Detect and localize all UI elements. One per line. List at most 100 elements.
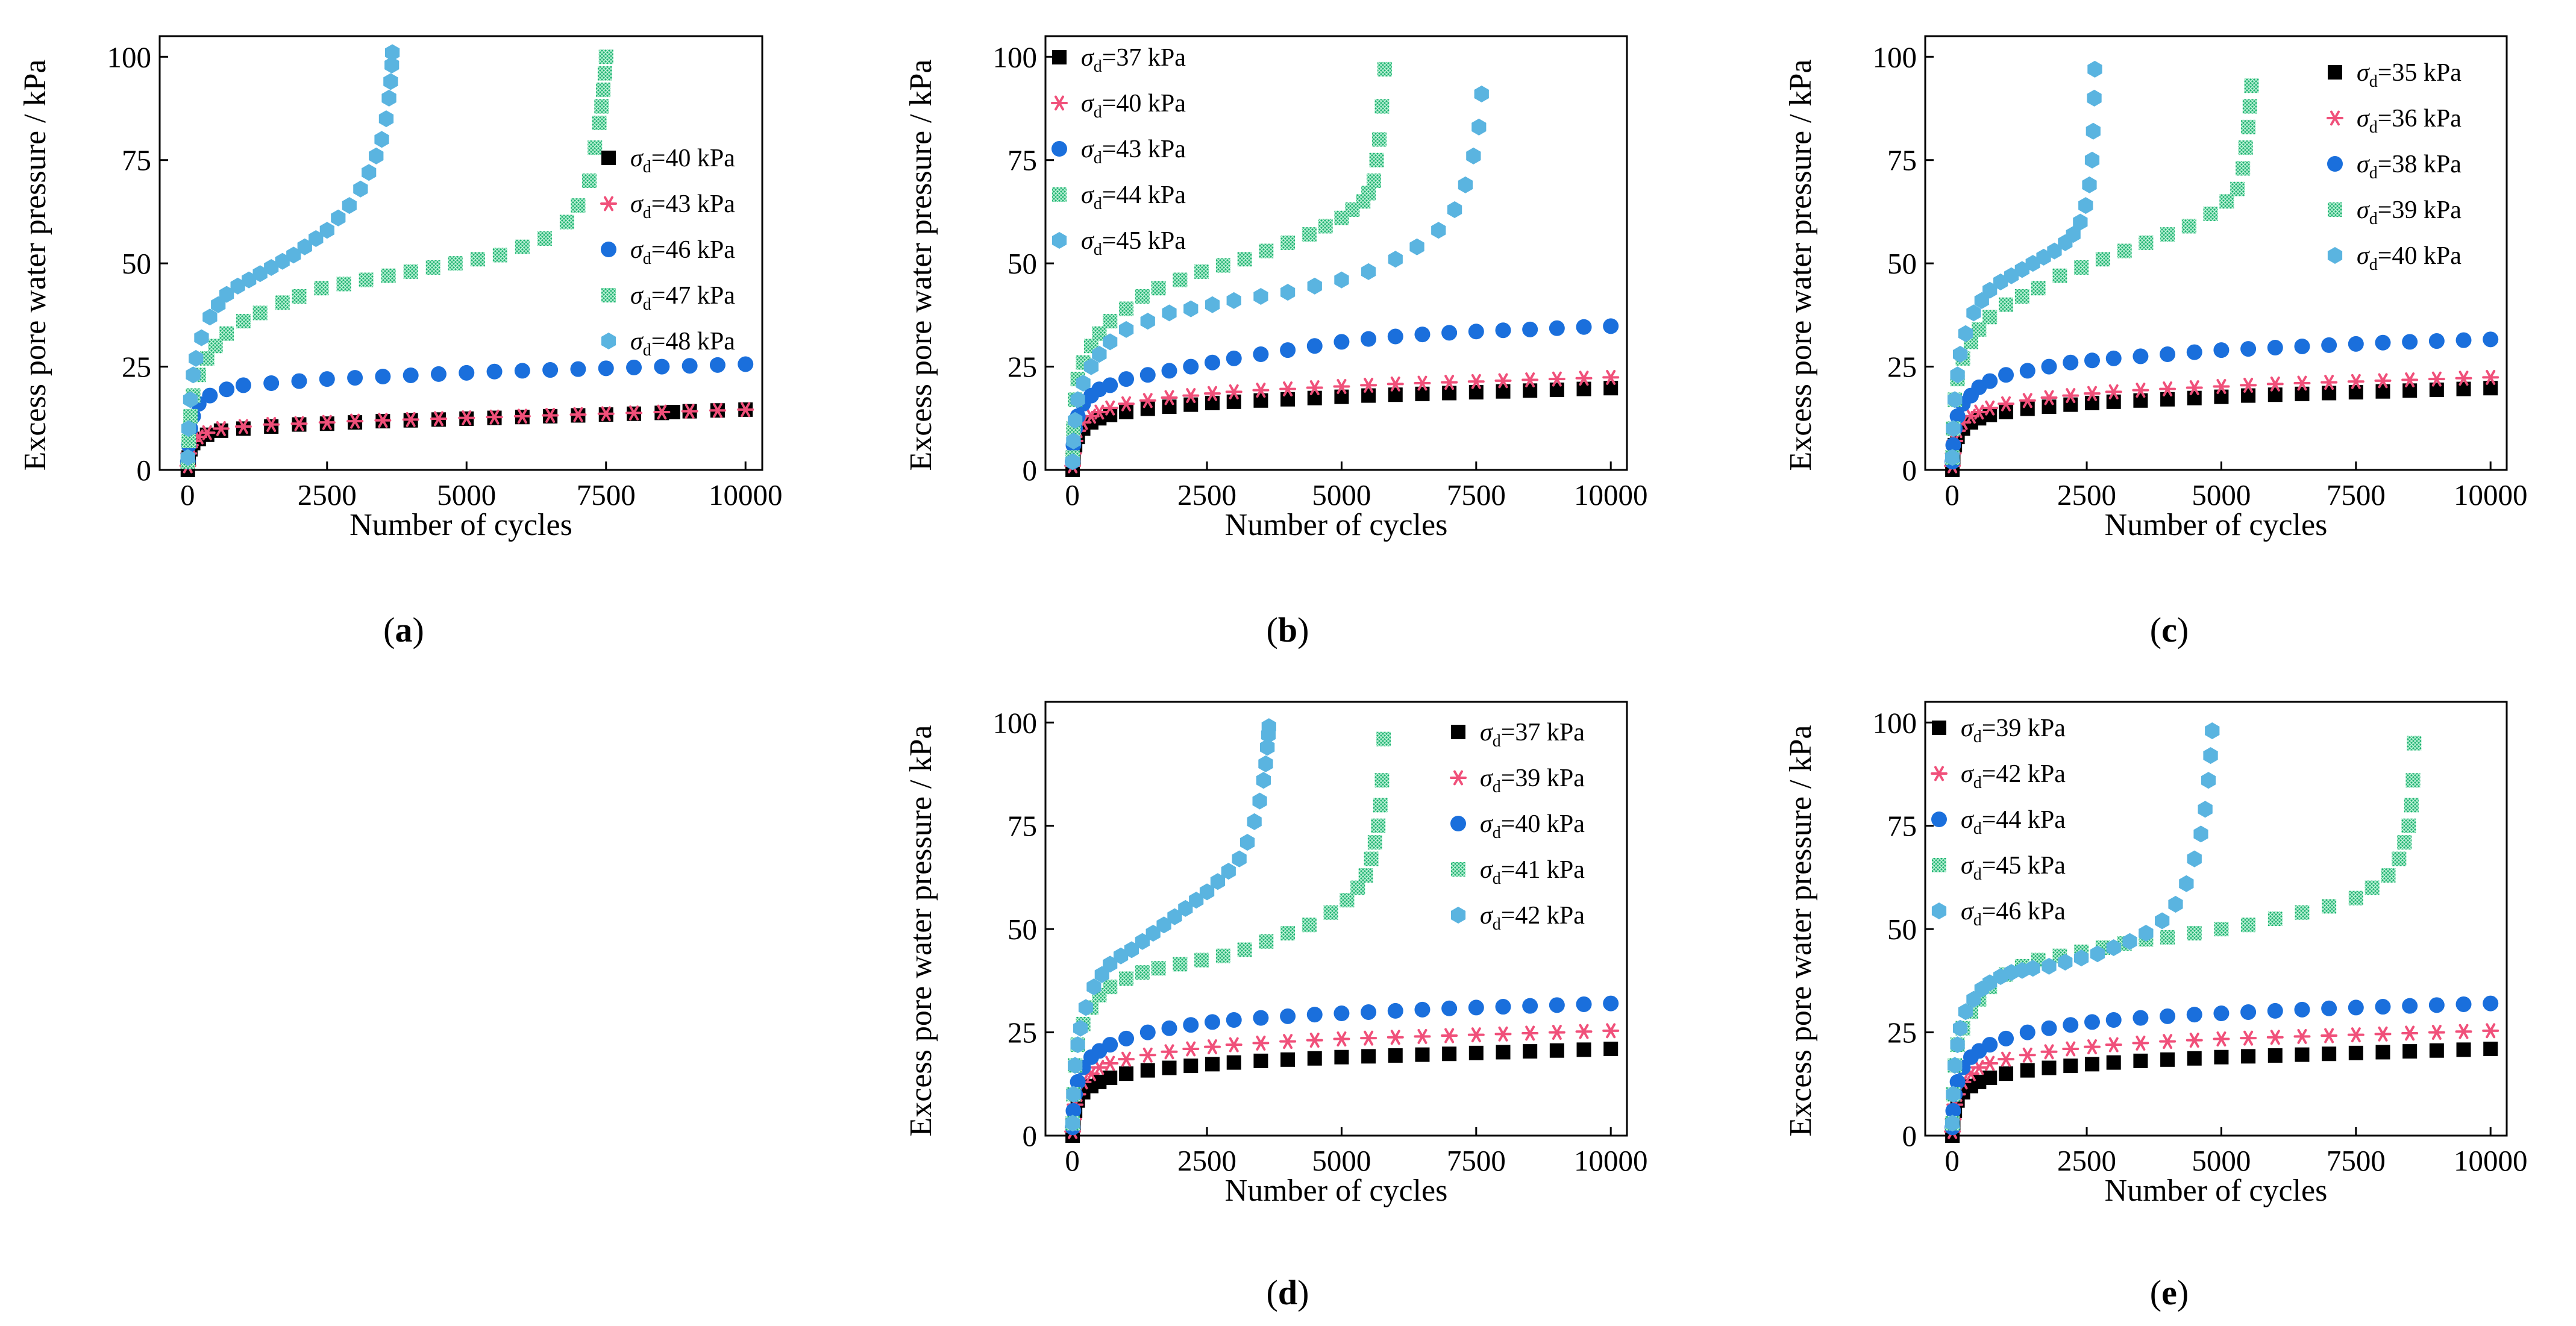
data-point <box>1945 449 1960 466</box>
data-point <box>1388 1048 1403 1063</box>
data-point <box>1415 1047 1430 1062</box>
data-point <box>1086 978 1102 996</box>
data-point <box>1468 999 1484 1016</box>
data-point <box>1135 289 1150 304</box>
y-tick-label: 0 <box>1902 1119 1917 1152</box>
data-point <box>1495 322 1511 339</box>
data-point <box>1076 375 1091 392</box>
data-point <box>709 357 725 373</box>
data-point <box>318 414 336 430</box>
data-point <box>1998 1030 2014 1046</box>
data-point <box>1119 301 1134 316</box>
data-point <box>1333 1031 1350 1046</box>
data-point <box>1139 393 1156 408</box>
data-point <box>2214 1049 2229 1065</box>
data-point <box>1118 371 1135 387</box>
data-point <box>2238 140 2253 155</box>
data-point <box>2160 346 2176 362</box>
panel-label: (c) <box>2150 610 2189 649</box>
data-point <box>2241 119 2256 134</box>
data-point <box>2401 1025 2419 1041</box>
panel-label: (d) <box>1267 1273 1309 1312</box>
data-point <box>2133 348 2149 364</box>
data-point <box>2322 1046 2337 1062</box>
legend-marker <box>1052 50 1067 64</box>
legend-marker <box>1451 725 1465 739</box>
data-point <box>1360 377 1377 393</box>
series-39-kpa <box>1064 1023 1620 1139</box>
data-point <box>682 358 698 374</box>
data-point <box>2105 1012 2122 1028</box>
y-tick-label: 0 <box>137 454 152 487</box>
data-point <box>1162 399 1177 414</box>
data-point <box>1280 926 1296 940</box>
data-point <box>2428 333 2445 349</box>
data-point <box>709 402 726 418</box>
data-point <box>542 362 559 378</box>
y-tick-label: 0 <box>1023 454 1038 487</box>
data-point <box>1950 1036 1965 1054</box>
data-point <box>1302 918 1317 933</box>
y-tick-label: 25 <box>122 351 151 384</box>
data-point <box>1471 118 1487 136</box>
legend-entry: σd=38 kPa <box>2357 151 2462 183</box>
data-point <box>1367 174 1382 188</box>
data-point <box>2014 289 2029 304</box>
y-tick-label: 50 <box>122 247 151 280</box>
data-point <box>1333 1005 1350 1022</box>
legend-entry: σd=44 kPa <box>1961 806 2066 838</box>
data-point <box>1467 374 1485 389</box>
series-45-kpa <box>1065 86 1489 471</box>
y-tick-label: 50 <box>1887 247 1917 280</box>
data-point <box>403 367 419 383</box>
data-point <box>1467 1027 1485 1043</box>
data-point <box>1210 873 1226 890</box>
data-point <box>2179 875 2194 892</box>
data-point <box>1974 292 1989 309</box>
y-tick-label: 75 <box>1008 144 1037 177</box>
data-point <box>1194 952 1209 968</box>
data-point <box>1523 1044 1538 1059</box>
data-point <box>2160 1052 2175 1067</box>
data-point <box>1360 1030 1377 1046</box>
data-point <box>1205 1057 1220 1072</box>
data-point <box>2375 334 2391 351</box>
data-point <box>1521 1025 1539 1041</box>
data-point <box>458 410 475 426</box>
data-point <box>1387 1030 1404 1045</box>
x-tick-label: 10000 <box>2454 478 2528 511</box>
data-point <box>2083 1039 2101 1055</box>
data-point <box>309 230 324 247</box>
data-point <box>1548 1025 1565 1040</box>
data-point <box>1205 296 1220 313</box>
data-point <box>1466 147 1481 164</box>
data-point <box>2407 736 2422 751</box>
data-point <box>2063 354 2079 371</box>
data-point <box>2084 151 2100 169</box>
legend-marker <box>1051 232 1067 249</box>
data-point <box>319 222 334 239</box>
data-point <box>359 272 374 287</box>
x-axis-title: Number of cycles <box>1225 1174 1448 1208</box>
data-point <box>2084 1057 2099 1072</box>
data-point <box>236 314 251 329</box>
legend: σd=39 kPa σd=42 kPa σd=44 kPa σd=45 kPa σd=4… <box>1931 715 2066 930</box>
legend-entry: σd=39 kPa <box>2357 196 2462 228</box>
data-point <box>653 404 671 420</box>
data-point <box>2122 933 2137 950</box>
series-43-kpa <box>1065 318 1619 470</box>
data-point <box>1253 1010 1269 1026</box>
data-point <box>2213 342 2230 358</box>
legend-entry: σd=44 kPa <box>1081 181 1186 213</box>
legend-marker <box>1052 187 1067 202</box>
data-point <box>1092 346 1107 363</box>
data-point <box>1948 1057 1963 1074</box>
data-point <box>2020 1063 2035 1078</box>
data-point <box>2401 818 2416 833</box>
data-point <box>1078 999 1094 1016</box>
x-tick-label: 5000 <box>2192 478 2251 511</box>
data-point <box>384 57 400 73</box>
y-tick-label: 100 <box>993 706 1038 739</box>
data-point <box>2347 374 2364 389</box>
legend-marker <box>601 288 616 302</box>
